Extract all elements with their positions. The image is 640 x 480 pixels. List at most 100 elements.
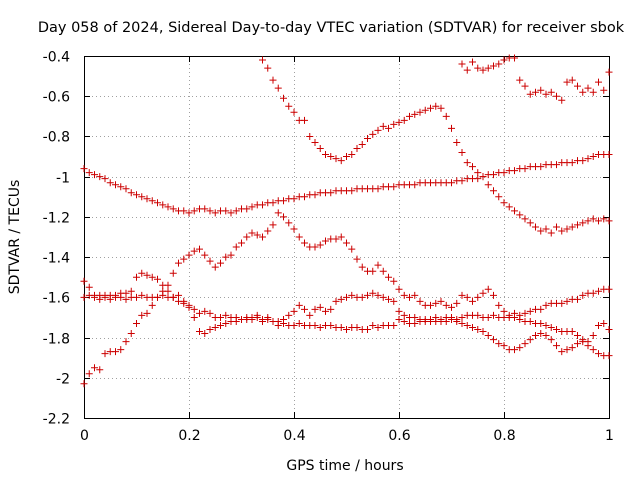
data-point (400, 311, 408, 319)
data-point (175, 297, 182, 305)
data-point (159, 201, 167, 209)
data-point (600, 215, 608, 223)
data-point (217, 321, 224, 329)
series-sat-b (80, 151, 613, 217)
data-point (143, 271, 151, 279)
data-point (211, 324, 219, 331)
data-point (311, 321, 319, 329)
data-point (206, 207, 214, 215)
data-point (343, 293, 350, 301)
data-point (479, 173, 487, 181)
data-point (185, 301, 193, 309)
data-point (164, 287, 172, 295)
series-sat-e (80, 269, 613, 360)
data-point (280, 197, 287, 205)
data-point (547, 229, 555, 237)
data-point (579, 157, 587, 165)
data-point (112, 291, 119, 299)
data-point (553, 223, 560, 231)
data-point (516, 315, 524, 323)
data-point (379, 267, 387, 275)
data-point (295, 233, 303, 241)
data-point (232, 207, 240, 215)
data-point (348, 245, 356, 253)
data-point (521, 340, 529, 348)
data-point (232, 313, 240, 321)
data-point (301, 239, 308, 247)
data-point (138, 311, 146, 319)
data-point (521, 309, 529, 317)
data-point (558, 96, 566, 104)
data-point (280, 94, 287, 102)
data-point (395, 307, 403, 315)
data-point (448, 313, 455, 321)
data-point (80, 165, 88, 173)
data-point (201, 330, 209, 338)
data-point (96, 291, 104, 299)
data-point (537, 163, 545, 171)
data-point (537, 319, 545, 327)
data-point (301, 193, 308, 201)
data-point (148, 273, 156, 281)
data-point (311, 305, 319, 313)
data-point (411, 291, 419, 299)
data-point (227, 251, 235, 259)
y-tick-label: -1.2 (43, 211, 70, 227)
data-point (474, 175, 482, 183)
data-point (85, 169, 93, 177)
data-point (106, 295, 114, 303)
data-point (222, 207, 230, 215)
data-point (589, 346, 597, 354)
data-point (411, 313, 419, 321)
data-point (558, 299, 566, 307)
data-point (511, 54, 518, 62)
x-tick-label: 0.8 (493, 428, 515, 444)
data-point (474, 311, 482, 319)
data-point (379, 293, 387, 301)
series-sat-a (259, 56, 613, 237)
data-point (322, 237, 329, 245)
data-point (269, 317, 277, 325)
data-point (574, 295, 581, 303)
data-point (458, 291, 466, 299)
data-point (469, 163, 476, 171)
chart-title: Day 058 of 2024, Sidereal Day-to-day VTE… (38, 20, 625, 36)
data-point (474, 169, 482, 177)
data-point (316, 303, 324, 311)
data-point (421, 317, 429, 325)
data-point (589, 332, 597, 340)
data-point (117, 183, 125, 191)
x-tick-label: 0.2 (178, 428, 200, 444)
plot-frame (84, 56, 610, 419)
data-point (290, 307, 298, 315)
data-points (80, 54, 613, 388)
data-point (269, 221, 277, 229)
data-point (605, 68, 613, 76)
data-point (117, 346, 125, 354)
data-point (605, 151, 613, 159)
data-point (206, 309, 214, 317)
data-point (280, 213, 287, 221)
data-point (374, 324, 382, 331)
data-point (526, 219, 534, 227)
data-point (348, 151, 356, 159)
data-point (574, 340, 581, 348)
y-tick-label: -1.4 (43, 251, 70, 267)
data-point (96, 366, 104, 374)
data-point (248, 229, 256, 237)
data-point (542, 321, 550, 329)
data-point (390, 120, 398, 128)
data-point (374, 291, 382, 299)
data-point (259, 315, 266, 323)
data-point (453, 138, 461, 146)
data-point (180, 207, 188, 215)
data-point (484, 64, 492, 72)
data-point (243, 315, 251, 323)
data-point (495, 340, 503, 348)
x-tick-label: 0 (80, 428, 89, 444)
x-tick-labels: 0 0.2 0.4 0.6 0.8 1 (80, 428, 614, 444)
data-point (122, 289, 130, 297)
data-point (579, 88, 587, 96)
data-point (185, 209, 193, 217)
data-point (316, 241, 324, 249)
